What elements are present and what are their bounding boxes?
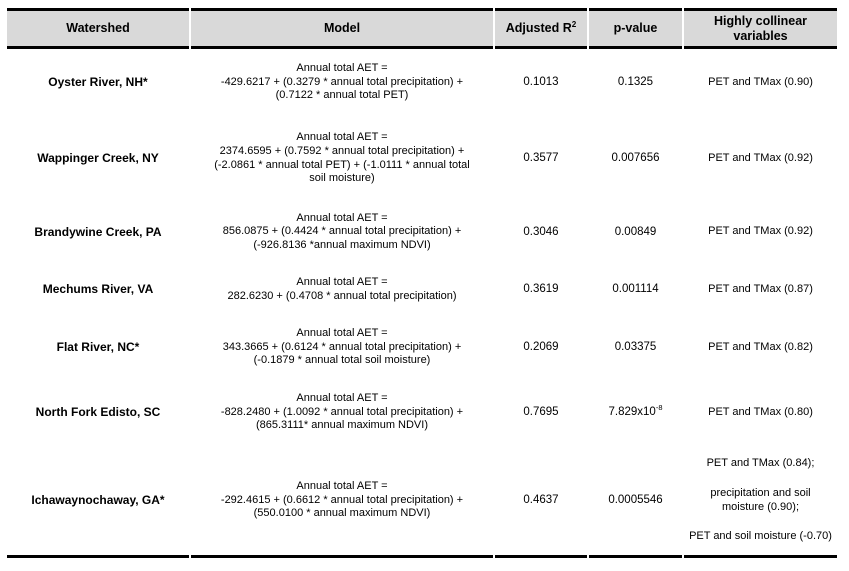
collinear-cell: PET and TMax (0.87) bbox=[684, 263, 837, 316]
model-cell: Annual total AET = 856.0875 + (0.4424 * … bbox=[222, 211, 462, 251]
collinear-item: precipitation and soil moisture (0.90); bbox=[710, 486, 811, 513]
p-value-exponent: -8 bbox=[655, 403, 663, 413]
header-collinear: Highly collinear variables bbox=[684, 8, 837, 49]
collinear-item: PET and TMax (0.92) bbox=[708, 225, 813, 238]
table-row: Flat River, NC* Annual total AET = 343.3… bbox=[7, 316, 837, 379]
p-value-text: 0.007656 bbox=[611, 152, 660, 165]
collinear-item: PET and TMax (0.84); bbox=[706, 457, 815, 469]
header-model: Model bbox=[191, 8, 493, 49]
model-cell: Annual total AET = -828.2480 + (1.0092 *… bbox=[220, 392, 464, 432]
adjusted-r2-cell: 0.4637 bbox=[495, 446, 587, 558]
collinear-cell: PET and TMax (0.82) bbox=[684, 316, 837, 379]
watershed-cell: Oyster River, NH* bbox=[48, 75, 148, 89]
collinear-cell: PET and TMax (0.90) bbox=[684, 49, 837, 116]
header-watershed: Watershed bbox=[7, 8, 189, 49]
p-value-text: 7.829x10 bbox=[608, 406, 656, 419]
p-value-text: 0.00849 bbox=[614, 225, 657, 238]
collinear-cell: PET and TMax (0.80) bbox=[684, 379, 837, 446]
header-adjusted-r2-text: Adjusted R bbox=[505, 21, 572, 36]
collinear-item: PET and TMax (0.82) bbox=[708, 340, 813, 353]
watershed-cell: North Fork Edisto, SC bbox=[35, 405, 161, 419]
header-p-value: p-value bbox=[589, 8, 682, 49]
adjusted-r2-cell: 0.3619 bbox=[523, 283, 559, 296]
adjusted-r2-cell: 0.7695 bbox=[523, 406, 559, 419]
table-row: Oyster River, NH* Annual total AET = -42… bbox=[7, 49, 837, 116]
collinear-cell: PET and TMax (0.92) bbox=[684, 116, 837, 201]
p-value-cell: 0.1325 bbox=[589, 49, 682, 116]
p-value-text: 0.1325 bbox=[617, 76, 654, 89]
adjusted-r2-cell: 0.2069 bbox=[523, 341, 559, 354]
collinear-cell: PET and TMax (0.92) bbox=[684, 201, 837, 263]
adjusted-r2-cell: 0.1013 bbox=[523, 76, 559, 89]
header-row: Watershed Model Adjusted R2 p-value High… bbox=[7, 8, 837, 49]
collinear-item: PET and TMax (0.80) bbox=[708, 405, 813, 418]
p-value-cell: 0.007656 bbox=[589, 116, 682, 201]
model-cell: Annual total AET = -429.6217 + (0.3279 *… bbox=[220, 62, 464, 102]
table-row: Wappinger Creek, NY Annual total AET = 2… bbox=[7, 116, 837, 201]
collinear-cell: PET and TMax (0.84); precipitation and s… bbox=[684, 446, 837, 558]
collinear-item: PET and soil moisture (-0.70) bbox=[689, 530, 832, 543]
table-row: North Fork Edisto, SC Annual total AET =… bbox=[7, 379, 837, 446]
header-adjusted-r2-exponent: 2 bbox=[571, 20, 577, 30]
page: Watershed Model Adjusted R2 p-value High… bbox=[5, 8, 839, 558]
watershed-cell: Flat River, NC* bbox=[56, 340, 140, 354]
regression-results-table: Watershed Model Adjusted R2 p-value High… bbox=[5, 8, 839, 558]
table-row: Mechums River, VA Annual total AET = 282… bbox=[7, 263, 837, 316]
p-value-text: 0.001114 bbox=[612, 283, 659, 296]
watershed-cell: Wappinger Creek, NY bbox=[37, 151, 159, 165]
table-row: Ichawaynochaway, GA* Annual total AET = … bbox=[7, 446, 837, 558]
p-value-text: 0.03375 bbox=[614, 341, 657, 354]
table-row: Brandywine Creek, PA Annual total AET = … bbox=[7, 201, 837, 263]
model-cell: Annual total AET = 343.3665 + (0.6124 * … bbox=[222, 327, 462, 367]
model-cell: Annual total AET = 282.6230 + (0.4708 * … bbox=[227, 275, 457, 302]
model-cell: Annual total AET = -292.4615 + (0.6612 *… bbox=[191, 446, 493, 558]
header-adjusted-r2: Adjusted R2 bbox=[495, 8, 587, 49]
collinear-item: PET and TMax (0.92) bbox=[708, 151, 813, 164]
p-value-cell: 0.001114 bbox=[589, 263, 682, 316]
p-value-cell: 0.0005546 bbox=[589, 446, 682, 558]
p-value-text: 0.0005546 bbox=[608, 494, 663, 507]
watershed-cell: Mechums River, VA bbox=[42, 282, 154, 296]
collinear-item: PET and TMax (0.87) bbox=[708, 282, 813, 295]
p-value-cell: 0.03375 bbox=[589, 316, 682, 379]
p-value-cell: 7.829x10-8 bbox=[589, 379, 682, 446]
collinear-item: PET and TMax (0.90) bbox=[708, 75, 813, 88]
p-value-cell: 0.00849 bbox=[589, 201, 682, 263]
adjusted-r2-cell: 0.3046 bbox=[523, 225, 559, 238]
watershed-cell: Ichawaynochaway, GA* bbox=[7, 446, 189, 558]
watershed-cell: Brandywine Creek, PA bbox=[34, 224, 162, 239]
adjusted-r2-cell: 0.3577 bbox=[523, 152, 559, 165]
model-cell: Annual total AET = 2374.6595 + (0.7592 *… bbox=[214, 131, 470, 185]
